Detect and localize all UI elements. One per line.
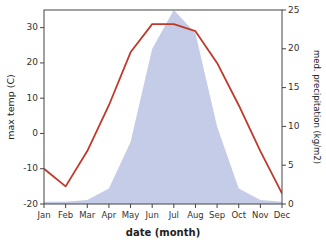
y-tick-label: -10 bbox=[23, 163, 38, 173]
x-tick-label: Apr bbox=[102, 210, 117, 220]
x-tick bbox=[65, 204, 66, 208]
y2-tick-label: 5 bbox=[288, 160, 294, 170]
x-tick-label: Nov bbox=[252, 210, 269, 220]
y2-tick-label: 10 bbox=[288, 121, 300, 131]
y-tick-label: -20 bbox=[23, 199, 38, 209]
y-tick bbox=[40, 204, 44, 205]
x-tick-label: Jul bbox=[168, 210, 179, 220]
y-tick-label: 10 bbox=[27, 93, 39, 103]
x-tick-label: Sep bbox=[209, 210, 225, 220]
y2-axis-label: med. precipitation (kg/m2) bbox=[312, 50, 322, 164]
precipitation-area bbox=[44, 10, 282, 204]
x-tick bbox=[195, 204, 196, 208]
y2-tick-label: 20 bbox=[288, 43, 300, 53]
y-tick bbox=[40, 98, 44, 99]
y2-tick bbox=[282, 10, 286, 11]
x-tick-label: Aug bbox=[187, 210, 204, 220]
x-tick-label: May bbox=[122, 210, 140, 220]
x-tick bbox=[152, 204, 153, 208]
x-axis-label: date (month) bbox=[126, 227, 200, 238]
x-tick bbox=[173, 204, 174, 208]
y2-tick-label: 15 bbox=[288, 82, 299, 92]
y2-tick-label: 25 bbox=[288, 5, 299, 15]
x-tick bbox=[87, 204, 88, 208]
y-tick-label: 20 bbox=[27, 57, 39, 67]
x-tick bbox=[44, 204, 45, 208]
x-tick-label: Mar bbox=[79, 210, 96, 220]
x-tick-label: Dec bbox=[274, 210, 291, 220]
y-tick bbox=[40, 27, 44, 28]
chart: -20 -10 0 10 20 30 0 5 10 15 20 25 Jan Feb Mar Apr May Ju… bbox=[0, 0, 326, 242]
y-tick bbox=[40, 62, 44, 63]
x-tick bbox=[217, 204, 218, 208]
plot-frame bbox=[44, 10, 282, 204]
y-tick-label: 0 bbox=[32, 128, 38, 138]
x-tick bbox=[282, 204, 283, 208]
y-tick bbox=[40, 133, 44, 134]
x-tick-label: Feb bbox=[58, 210, 73, 220]
y2-tick bbox=[282, 48, 286, 49]
x-tick-label: Oct bbox=[231, 210, 246, 220]
y2-tick bbox=[282, 87, 286, 88]
y2-tick bbox=[282, 204, 286, 205]
y2-tick bbox=[282, 165, 286, 166]
y-axis-label: max temp (C) bbox=[5, 74, 16, 140]
x-tick-label: Jan bbox=[36, 210, 50, 220]
x-tick bbox=[130, 204, 131, 208]
temperature-line bbox=[44, 24, 282, 193]
y-tick-label: 30 bbox=[27, 22, 39, 32]
x-tick bbox=[108, 204, 109, 208]
y-tick bbox=[40, 168, 44, 169]
x-tick bbox=[238, 204, 239, 208]
x-tick-label: Jun bbox=[145, 210, 159, 220]
y2-tick bbox=[282, 126, 286, 127]
y2-tick-label: 0 bbox=[288, 199, 294, 209]
plot-area bbox=[44, 10, 282, 204]
x-tick bbox=[260, 204, 261, 208]
